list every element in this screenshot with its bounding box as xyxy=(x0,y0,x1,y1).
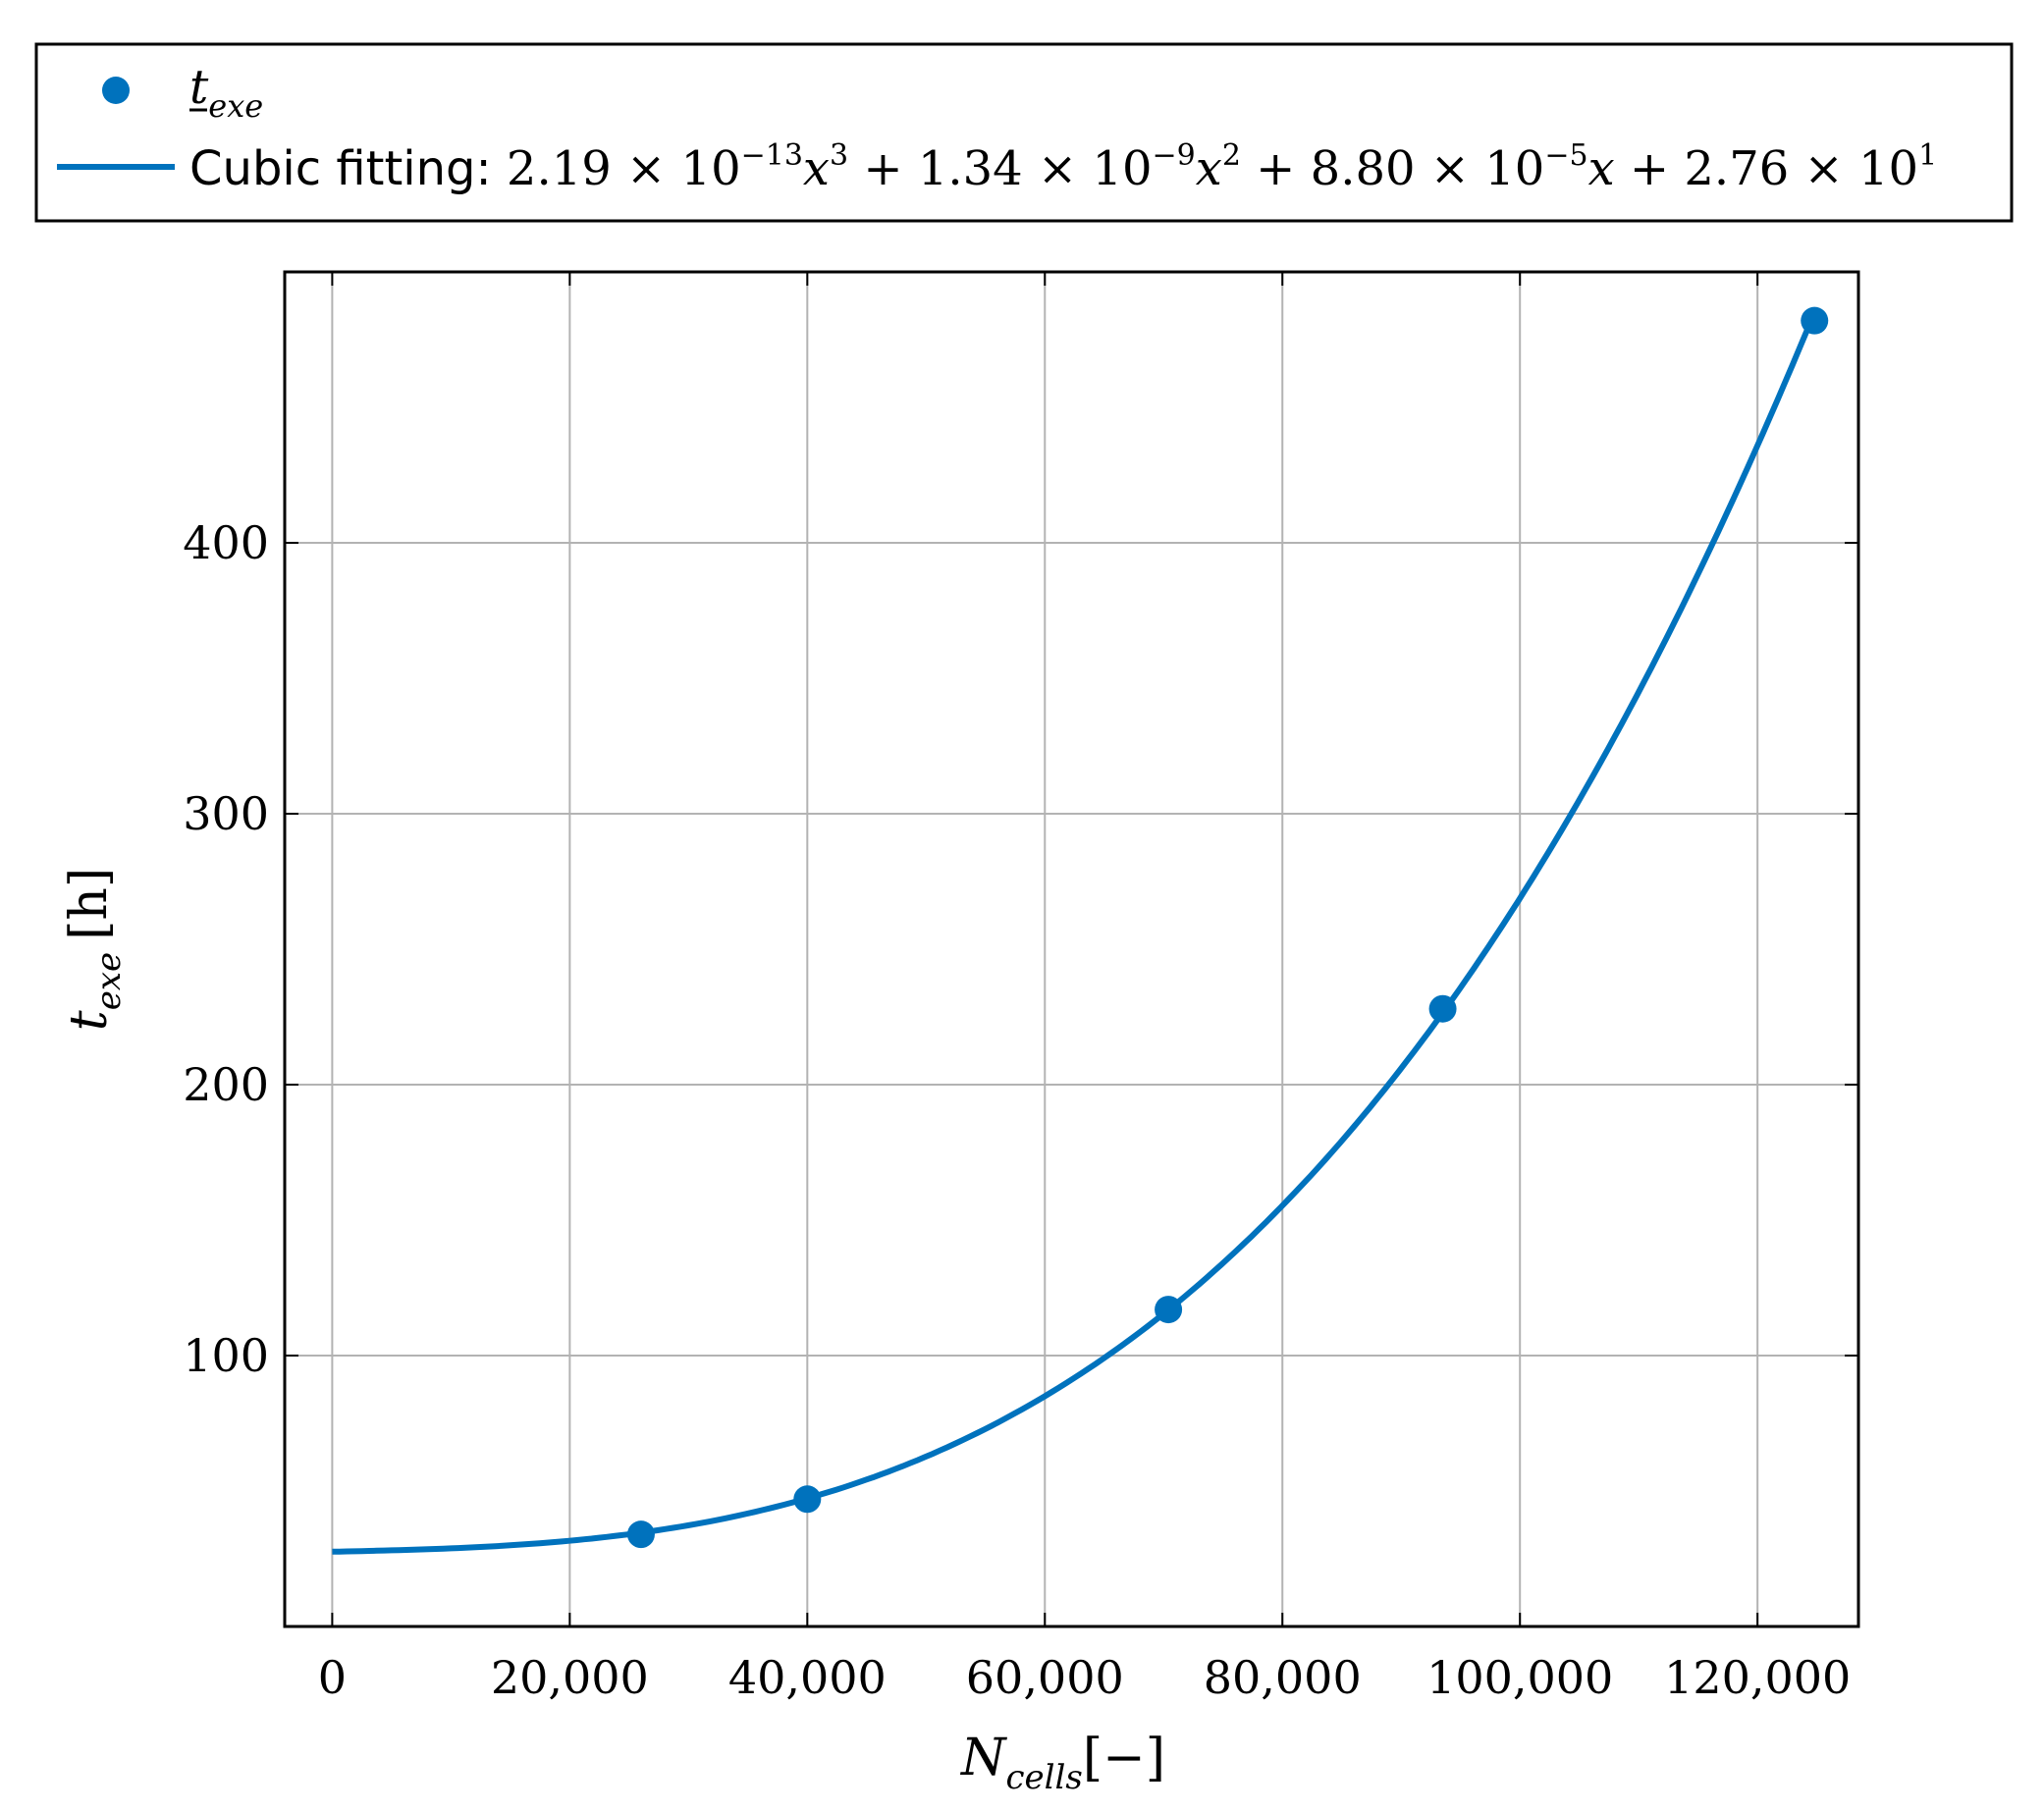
legend-fit-c2-exp: −9 xyxy=(1153,138,1196,173)
y-tick-label: 300 xyxy=(183,787,269,840)
x-tick-label: 80,000 xyxy=(1204,1651,1362,1704)
data-point xyxy=(1155,1296,1183,1324)
plot-background xyxy=(285,272,1858,1626)
grid xyxy=(285,272,1858,1626)
plot-area xyxy=(283,270,1860,1628)
legend-fit-c1-mant: 8.80 xyxy=(1311,141,1416,196)
y-axis-title-group: texe [h] xyxy=(60,868,129,1031)
data-point xyxy=(1428,994,1457,1023)
legend: texe Cubic fitting: 2.19 × 10−13x3 + 1.3… xyxy=(34,42,2014,223)
legend-fit-c2-mant: 1.34 xyxy=(918,141,1023,196)
legend-fit-c3-mant: 2.19 xyxy=(507,141,612,196)
y-tick-label: 100 xyxy=(183,1329,269,1382)
y-axis-title-base: t xyxy=(60,1010,119,1031)
x-axis-title-sub: cells xyxy=(1005,1758,1082,1797)
x-axis-title-unit: [−] xyxy=(1083,1729,1165,1787)
legend-label-texe-sub: exe xyxy=(208,87,263,125)
legend-fit-c1-exp: −5 xyxy=(1544,138,1587,173)
legend-label-fit: Cubic fitting: 2.19 × 10−13x3 + 1.34 × 1… xyxy=(189,138,1937,196)
y-axis-title-sub: exe xyxy=(89,952,129,1010)
legend-label-texe-base: t xyxy=(189,60,209,115)
x-tick-label: 60,000 xyxy=(966,1651,1124,1704)
x-tick-label: 120,000 xyxy=(1664,1651,1851,1704)
data-point xyxy=(793,1485,822,1514)
y-tick-labels: 100 200 300 400 xyxy=(183,516,269,1382)
y-tick-label: 200 xyxy=(183,1058,269,1111)
y-axis-title: texe [h] xyxy=(60,868,129,1031)
data-point xyxy=(1801,306,1829,335)
tick-marks xyxy=(285,272,1858,1626)
legend-fit-c0-mant: 2.76 xyxy=(1684,141,1789,196)
legend-box xyxy=(34,42,2014,223)
x-tick-label: 0 xyxy=(318,1651,347,1704)
data-point xyxy=(626,1520,655,1549)
plot-frame xyxy=(283,270,1860,1628)
y-tick-label: 400 xyxy=(183,516,269,569)
x-axis-title-base: N xyxy=(959,1729,1007,1787)
legend-marker-texe xyxy=(102,77,130,104)
x-tick-label: 40,000 xyxy=(728,1651,887,1704)
legend-fit-prefix: Cubic fitting: xyxy=(189,141,507,196)
data-points xyxy=(626,306,1829,1549)
x-tick-label: 100,000 xyxy=(1426,1651,1613,1704)
y-axis-title-unit: [h] xyxy=(60,868,119,940)
x-tick-labels: 0 20,000 40,000 60,000 80,000 100,000 120,000 xyxy=(318,1651,1852,1704)
legend-label-texe: texe xyxy=(189,60,263,125)
legend-fit-c3-exp: −13 xyxy=(741,138,803,173)
x-axis-title: Ncells[−] xyxy=(959,1729,1165,1797)
legend-fit-c0-exp: 1 xyxy=(1918,138,1937,173)
x-tick-label: 20,000 xyxy=(491,1651,649,1704)
cubic-fit-line xyxy=(332,310,1817,1555)
